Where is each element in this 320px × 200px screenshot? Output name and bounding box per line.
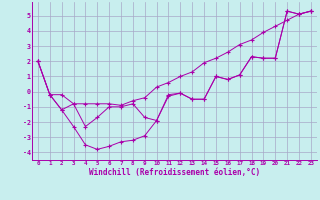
X-axis label: Windchill (Refroidissement éolien,°C): Windchill (Refroidissement éolien,°C): [89, 168, 260, 177]
